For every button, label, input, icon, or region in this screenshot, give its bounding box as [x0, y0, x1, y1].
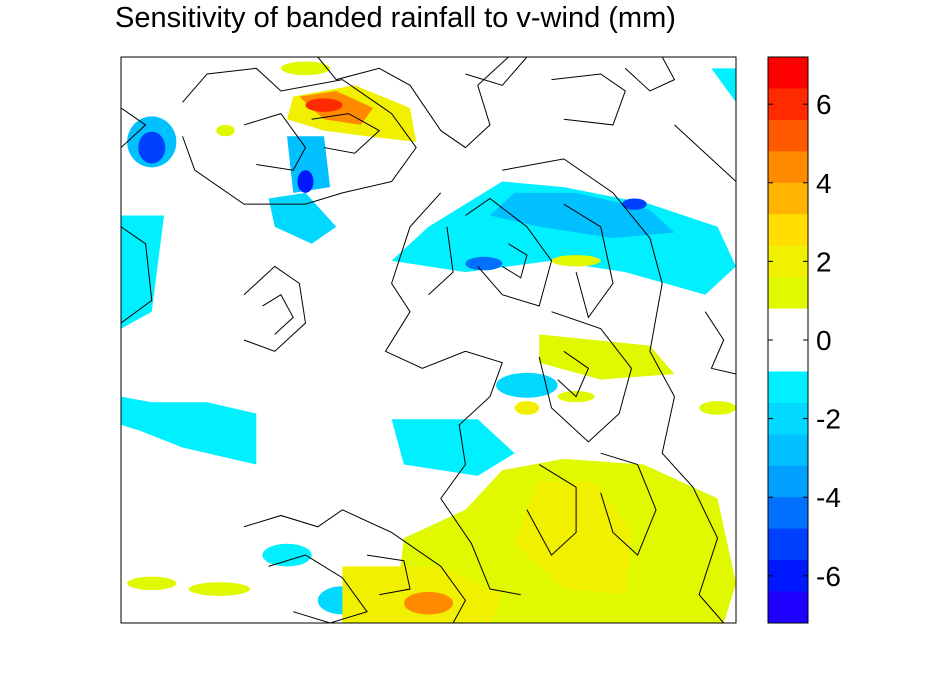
contour-line: [428, 226, 454, 296]
sensitivity-region: [127, 576, 177, 591]
contour-line: [600, 452, 657, 556]
sensitivity-region: [539, 334, 675, 380]
colorbar-bin: [768, 214, 808, 247]
colorbar-tick-label: -2: [816, 404, 841, 435]
contour-line: [182, 67, 417, 205]
colorbar-bin: [768, 151, 808, 184]
colorbar-bin: [768, 340, 808, 372]
contour-line: [262, 294, 294, 335]
contour-line: [674, 124, 736, 182]
sensitivity-region: [121, 396, 257, 465]
contour-line: [704, 311, 736, 375]
contour-line: [243, 509, 466, 623]
contour-line: [538, 311, 632, 443]
colorbar-bin: [768, 434, 808, 467]
colorbar-tick-label: -4: [816, 482, 841, 513]
sensitivity-region: [514, 401, 540, 415]
sensitivity-region: [711, 68, 736, 103]
colorbar-bin: [768, 402, 808, 435]
sensitivity-region: [188, 582, 251, 596]
contour-line: [366, 554, 411, 596]
contour-line: [502, 243, 528, 279]
colorbar-bin: [768, 57, 808, 89]
contour-line: [243, 265, 307, 352]
chart-title: Sensitivity of banded rainfall to v-wind…: [115, 2, 676, 34]
colorbar-bin: [768, 277, 808, 310]
sensitivity-region: [305, 98, 343, 112]
contour-line: [563, 203, 614, 319]
contour-line: [502, 158, 725, 623]
contour-line: [384, 192, 521, 596]
sensitivity-region: [216, 124, 235, 137]
contour-line: [121, 107, 147, 148]
colorbar-tick-label: 4: [816, 168, 832, 199]
contour-line: [557, 350, 590, 398]
colorbar-tick-label: 2: [816, 246, 832, 277]
sensitivity-region: [391, 419, 515, 476]
contour-line: [311, 113, 381, 154]
colorbar-bin: [768, 308, 808, 341]
contour-line: [243, 113, 307, 171]
sensitivity-region: [551, 255, 601, 267]
colorbar-bin: [768, 560, 808, 593]
colorbar-bin: [768, 245, 808, 278]
contour-line: [551, 73, 626, 126]
contour-line: [465, 57, 528, 86]
contour-line: [465, 197, 553, 307]
colorbar-bin: [768, 497, 808, 530]
sensitivity-region: [514, 481, 632, 595]
colorbar-bin: [768, 465, 808, 498]
contour-line: [317, 57, 509, 149]
sensitivity-region: [465, 256, 503, 271]
sensitivity-region: [138, 131, 166, 164]
sensitivity-region: [496, 372, 558, 398]
sensitivity-region: [297, 170, 314, 193]
colorbar-bin: [768, 88, 808, 121]
sensitivity-region: [280, 61, 331, 76]
colorbar-bin: [768, 528, 808, 561]
colorbar: 6 4 2 0 -2 -4 -6: [767, 56, 841, 624]
contour-lines: [121, 57, 736, 623]
sensitivity-region: [699, 401, 736, 415]
colorbar-bin: [768, 119, 808, 152]
colorbar-bin: [768, 182, 808, 215]
colorbar-tick-label: -6: [816, 561, 841, 592]
contour-line: [624, 57, 676, 92]
sensitivity-region: [268, 192, 337, 244]
plot-frame: [120, 56, 737, 624]
colorbar-bin: [768, 371, 808, 404]
sensitivity-region: [403, 591, 454, 615]
contour-line: [526, 464, 577, 556]
sensitivity-region: [622, 198, 647, 210]
contour-line: [121, 226, 153, 324]
sensitivity-region: [121, 215, 165, 329]
colorbar-tick-label: 0: [816, 325, 832, 356]
colorbar-tick-label: 6: [816, 89, 832, 120]
colorbar-bin: [768, 591, 808, 624]
sensitivity-region: [262, 543, 312, 567]
contour-line: [268, 554, 368, 623]
